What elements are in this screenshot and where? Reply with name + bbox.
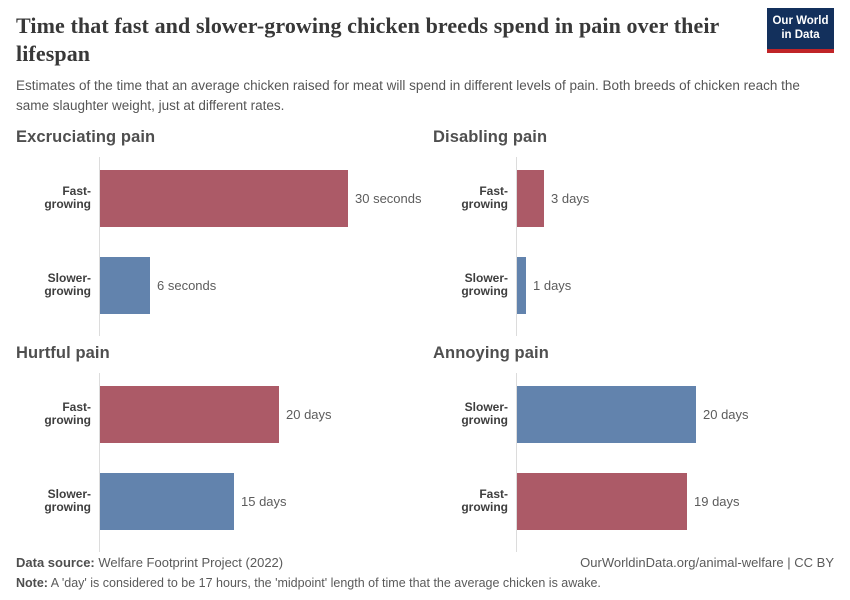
owid-logo-text-line2: in Data xyxy=(781,28,820,41)
panel-title: Hurtful pain xyxy=(16,343,110,362)
panel-chart: Fast-growing 30 seconds Slower-growing 6 se… xyxy=(16,156,425,336)
owid-logo-text-line1: Our World xyxy=(772,14,829,27)
footer-source-row: Data source: Welfare Footprint Project (… xyxy=(16,555,834,570)
panel-annoying-pain: Annoying pain Slower-growing 20 days Fast-g… xyxy=(425,344,834,552)
note-label: Note: xyxy=(16,576,48,590)
value-label: 1 days xyxy=(533,277,572,293)
bar-fast-growing xyxy=(517,472,687,530)
panel-title: Annoying pain xyxy=(433,343,549,362)
bar-row: Slower-growing 1 days xyxy=(433,256,834,314)
bar-fast-growing xyxy=(100,385,279,443)
panel-excruciating-pain: Excruciating pain Fast-growing 30 seconds S… xyxy=(16,128,425,336)
category-label: Fast-growing xyxy=(44,183,91,212)
panel-chart: Fast-growing 3 days Slower-growing 1 days xyxy=(433,156,834,336)
bar-slower-growing xyxy=(100,472,234,530)
charts-grid: Excruciating pain Fast-growing 30 seconds S… xyxy=(0,116,850,552)
category-label: Slower-growing xyxy=(44,270,91,299)
value-label: 20 days xyxy=(703,406,749,422)
header: Time that fast and slower-growing chicke… xyxy=(0,0,850,67)
bar-fast-growing xyxy=(100,169,348,227)
category-label: Slower-growing xyxy=(461,270,508,299)
owid-url-link[interactable]: OurWorldinData.org/animal-welfare | CC B… xyxy=(580,555,834,570)
panel-title: Disabling pain xyxy=(433,127,548,146)
category-label: Fast-growing xyxy=(44,399,91,428)
panel-chart: Fast-growing 20 days Slower-growing 15 days xyxy=(16,372,425,552)
owid-logo[interactable]: Our World in Data xyxy=(767,8,834,53)
bar-row: Fast-growing 3 days xyxy=(433,169,834,227)
bar-row: Slower-growing 6 seconds xyxy=(16,256,425,314)
bar-row: Slower-growing 20 days xyxy=(433,385,834,443)
category-label: Fast-growing xyxy=(461,183,508,212)
axis-line xyxy=(99,156,100,336)
panel-title: Excruciating pain xyxy=(16,127,156,146)
bar-row: Slower-growing 15 days xyxy=(16,472,425,530)
axis-line xyxy=(516,372,517,552)
value-label: 15 days xyxy=(241,493,287,509)
panel-hurtful-pain: Hurtful pain Fast-growing 20 days Slower-gr… xyxy=(16,344,425,552)
footer: Data source: Welfare Footprint Project (… xyxy=(16,555,834,590)
value-label: 20 days xyxy=(286,406,332,422)
data-source: Data source: Welfare Footprint Project (… xyxy=(16,555,283,570)
bar-row: Fast-growing 20 days xyxy=(16,385,425,443)
bar-row: Fast-growing 19 days xyxy=(433,472,834,530)
value-label: 6 seconds xyxy=(157,277,217,293)
data-source-text: Welfare Footprint Project (2022) xyxy=(98,555,284,570)
axis-line xyxy=(99,372,100,552)
category-label: Slower-growing xyxy=(44,486,91,515)
page-title: Time that fast and slower-growing chicke… xyxy=(16,13,719,66)
value-label: 3 days xyxy=(551,190,590,206)
axis-line xyxy=(516,156,517,336)
chart-subtitle: Estimates of the time that an average ch… xyxy=(16,78,800,113)
bar-slower-growing xyxy=(100,256,150,314)
bar-fast-growing xyxy=(517,169,544,227)
footer-note-row: Note: A 'day' is considered to be 17 hou… xyxy=(16,576,834,590)
category-label: Fast-growing xyxy=(461,486,508,515)
value-label: 30 seconds xyxy=(355,190,422,206)
note-text: A 'day' is considered to be 17 hours, th… xyxy=(50,576,601,590)
bar-slower-growing xyxy=(517,256,526,314)
data-source-label: Data source: xyxy=(16,555,95,570)
panel-chart: Slower-growing 20 days Fast-growing 19 days xyxy=(433,372,834,552)
panel-disabling-pain: Disabling pain Fast-growing 3 days Slower-g… xyxy=(425,128,834,336)
category-label: Slower-growing xyxy=(461,399,508,428)
value-label: 19 days xyxy=(694,493,740,509)
bar-slower-growing xyxy=(517,385,696,443)
bar-row: Fast-growing 30 seconds xyxy=(16,169,425,227)
